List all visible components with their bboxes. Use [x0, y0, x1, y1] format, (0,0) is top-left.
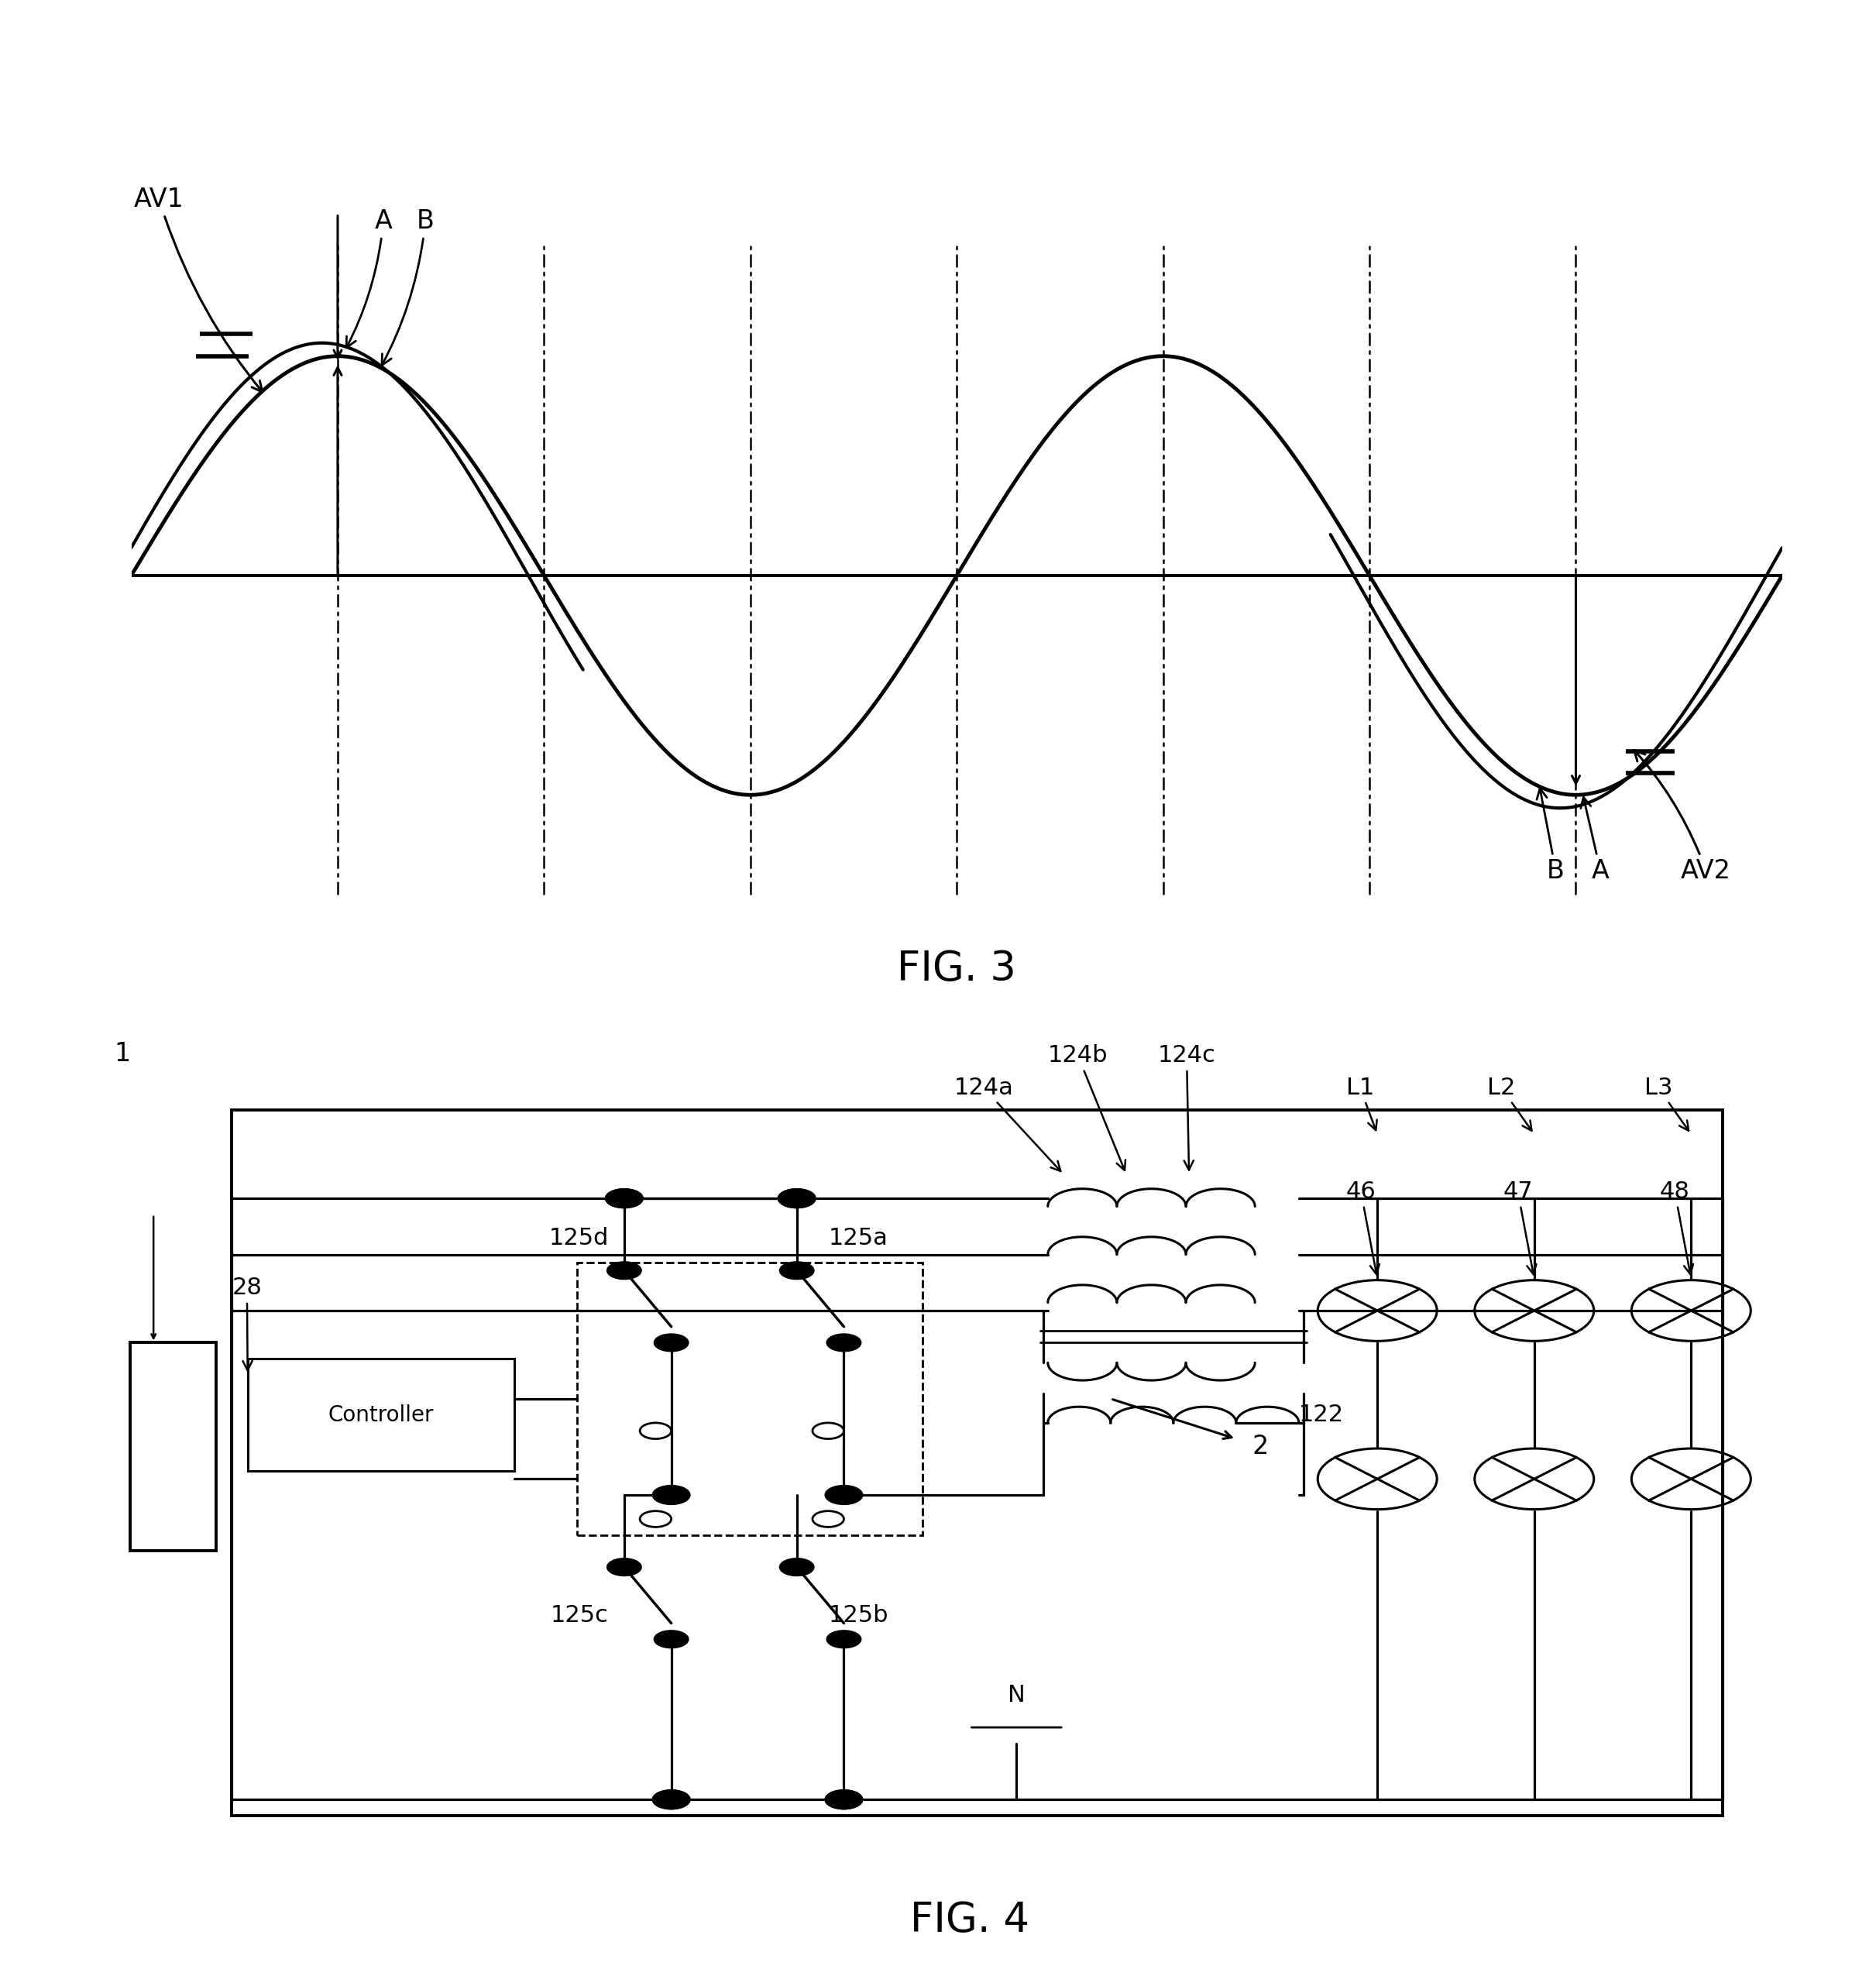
Circle shape: [825, 1790, 863, 1810]
Text: L2: L2: [1488, 1077, 1531, 1130]
Circle shape: [653, 1790, 690, 1810]
Circle shape: [779, 1189, 816, 1209]
Circle shape: [825, 1485, 863, 1504]
Circle shape: [653, 1790, 690, 1810]
Circle shape: [606, 1189, 643, 1209]
Bar: [578, 1262, 923, 1536]
Text: 124c: 124c: [1157, 1044, 1216, 1170]
Text: 1: 1: [114, 1042, 131, 1067]
Text: A: A: [347, 209, 392, 349]
Circle shape: [780, 1262, 814, 1280]
Text: 47: 47: [1503, 1181, 1536, 1274]
Text: AV2: AV2: [1634, 750, 1732, 884]
Circle shape: [606, 1189, 643, 1209]
Circle shape: [608, 1557, 642, 1575]
Text: 125d: 125d: [548, 1227, 608, 1250]
Text: AV1: AV1: [133, 187, 263, 392]
Text: 48: 48: [1660, 1181, 1694, 1274]
Text: Controller: Controller: [328, 1404, 433, 1426]
Text: FIG. 4: FIG. 4: [910, 1900, 1030, 1939]
Text: L1: L1: [1345, 1077, 1377, 1130]
Text: 28: 28: [233, 1276, 263, 1370]
Circle shape: [653, 1485, 690, 1504]
Circle shape: [608, 1262, 642, 1280]
Text: 46: 46: [1345, 1181, 1379, 1274]
Text: L3: L3: [1643, 1077, 1688, 1130]
Circle shape: [827, 1630, 861, 1648]
Text: 125a: 125a: [827, 1227, 887, 1250]
Circle shape: [827, 1333, 861, 1351]
Text: B: B: [383, 209, 433, 366]
Text: A: A: [1581, 797, 1610, 884]
Text: FIG. 3: FIG. 3: [897, 949, 1017, 988]
Bar: [233, 1111, 1722, 1815]
Circle shape: [655, 1333, 688, 1351]
Circle shape: [780, 1557, 814, 1575]
Bar: [129, 1343, 216, 1552]
Text: 124b: 124b: [1049, 1044, 1126, 1170]
Circle shape: [655, 1630, 688, 1648]
Text: N: N: [1007, 1683, 1026, 1707]
Text: B: B: [1536, 788, 1565, 884]
Text: 2: 2: [1251, 1433, 1268, 1459]
Circle shape: [779, 1189, 816, 1209]
Text: 125c: 125c: [550, 1605, 608, 1626]
Bar: [248, 1359, 514, 1471]
Text: 124a: 124a: [953, 1077, 1060, 1172]
Text: 122: 122: [1298, 1404, 1343, 1426]
Circle shape: [825, 1790, 863, 1810]
Text: 125b: 125b: [827, 1605, 887, 1626]
